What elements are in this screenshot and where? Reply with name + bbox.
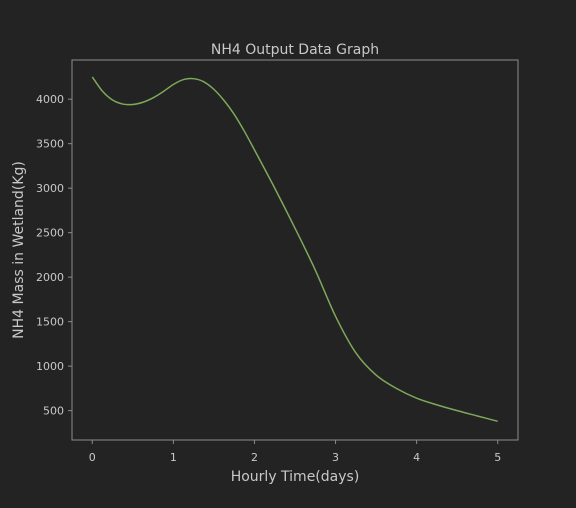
y-tick-label: 500 bbox=[43, 405, 64, 418]
nh4-mass-series-line bbox=[91, 76, 498, 423]
x-tick-label: 5 bbox=[494, 451, 501, 464]
y-axis-ticks: 500 1000 1500 2000 2500 3000 3500 4000 bbox=[36, 93, 72, 418]
x-tick-label: 3 bbox=[332, 451, 339, 464]
y-tick-label: 3500 bbox=[36, 138, 64, 151]
x-tick-label: 1 bbox=[170, 451, 177, 464]
y-tick-label: 2000 bbox=[36, 271, 64, 284]
y-tick-label: 1000 bbox=[36, 360, 64, 373]
x-axis-label: Hourly Time(days) bbox=[231, 469, 360, 485]
x-tick-label: 4 bbox=[413, 451, 420, 464]
y-tick-label: 4000 bbox=[36, 93, 64, 106]
y-axis-label: NH4 Mass in Wetland(Kg) bbox=[11, 161, 27, 339]
plot-area-frame bbox=[71, 59, 519, 441]
x-tick-label: 0 bbox=[89, 451, 96, 464]
x-axis-ticks: 0 1 2 3 4 5 bbox=[89, 440, 501, 464]
y-tick-label: 3000 bbox=[36, 182, 64, 195]
y-tick-label: 2500 bbox=[36, 227, 64, 240]
chart-title: NH4 Output Data Graph bbox=[211, 42, 379, 58]
y-tick-label: 1500 bbox=[36, 316, 64, 329]
x-tick-label: 2 bbox=[251, 451, 258, 464]
